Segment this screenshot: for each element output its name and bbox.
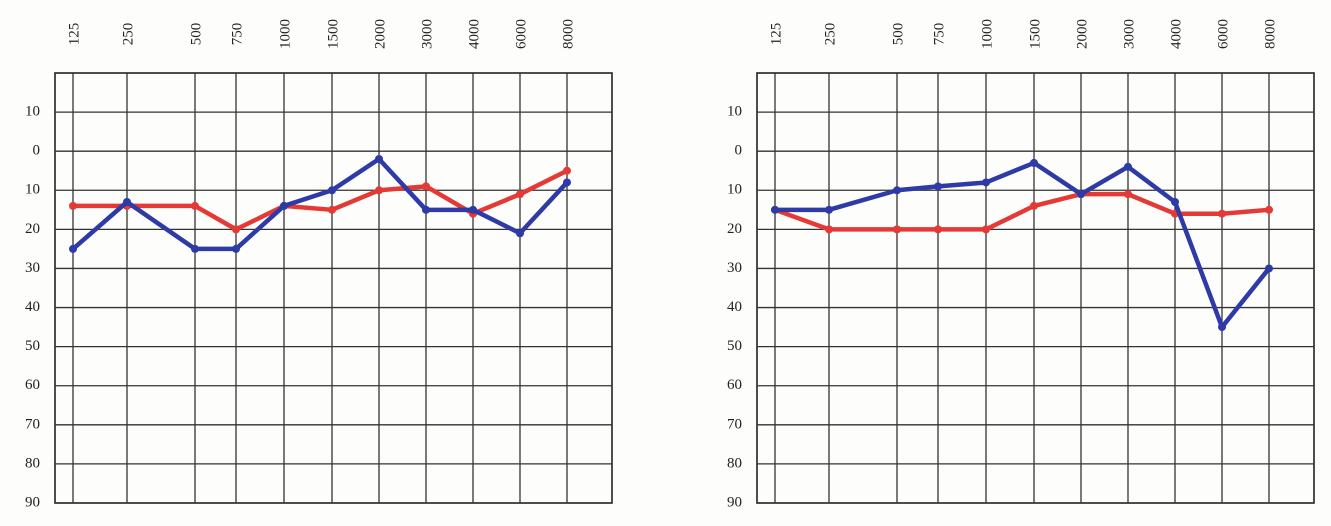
x-tick-label: 250 — [822, 23, 838, 46]
data-point — [825, 205, 833, 214]
x-tick-label: 4000 — [466, 19, 482, 49]
data-point — [191, 201, 199, 210]
y-tick-label: 90 — [727, 494, 742, 510]
y-tick-label: 20 — [727, 221, 742, 237]
y-tick-label: 20 — [25, 221, 40, 237]
x-tick-label: 2000 — [1074, 19, 1090, 49]
data-point — [982, 225, 990, 234]
data-point — [825, 225, 833, 234]
x-tick-label: 4000 — [1168, 19, 1184, 49]
x-tick-label: 1000 — [979, 19, 995, 49]
y-tick-label: 80 — [25, 455, 40, 471]
data-point — [1077, 190, 1085, 199]
data-point — [69, 244, 77, 253]
x-tick-label: 500 — [890, 23, 906, 46]
x-tick-label: 500 — [188, 23, 204, 46]
series-line — [772, 160, 1272, 330]
y-tick-label: 10 — [727, 182, 742, 198]
data-point — [375, 186, 383, 195]
data-point — [1030, 158, 1038, 167]
data-point — [1218, 323, 1226, 332]
x-tick-label: 1500 — [325, 19, 341, 49]
x-tick-label: 3000 — [419, 19, 435, 49]
y-tick-label: 10 — [25, 182, 40, 198]
data-point — [123, 198, 131, 206]
y-tick-label: 50 — [727, 338, 742, 354]
x-tick-label: 6000 — [513, 19, 529, 49]
y-tick-label: 90 — [25, 494, 40, 510]
data-point — [69, 201, 77, 210]
data-point — [375, 155, 383, 163]
data-point — [232, 225, 240, 234]
plot-frame — [756, 72, 1315, 504]
y-tick-label: 70 — [727, 416, 742, 432]
y-tick-label: 0 — [33, 143, 41, 159]
data-point — [422, 205, 430, 214]
x-tick-label: 3000 — [1121, 19, 1137, 49]
data-point — [1124, 190, 1132, 199]
y-tick-label: 80 — [727, 455, 742, 471]
x-tick-label: 1500 — [1027, 19, 1043, 49]
y-tick-label: 40 — [727, 299, 742, 315]
x-tick-label: 6000 — [1215, 19, 1231, 49]
x-tick-label: 750 — [229, 23, 245, 46]
x-tick-label: 750 — [931, 23, 947, 46]
y-tick-label: 60 — [25, 377, 40, 393]
plot-frame — [54, 72, 613, 504]
x-tick-label: 125 — [66, 23, 82, 46]
data-point — [1265, 264, 1273, 273]
data-point — [934, 225, 942, 234]
data-point — [516, 190, 524, 199]
y-tick-label: 30 — [25, 260, 40, 276]
audiogram: 10 0 10 20 30 40 50 60 70 80 90 125 250 500 750 1000 150… — [25, 19, 613, 510]
y-tick-label: 10 — [727, 104, 742, 120]
data-point — [1124, 162, 1132, 171]
y-tick-label: 30 — [727, 260, 742, 276]
series-line — [772, 191, 1272, 232]
data-point — [893, 186, 901, 195]
data-point — [328, 205, 336, 214]
data-point — [516, 229, 524, 238]
x-tick-label: 1000 — [277, 19, 293, 49]
data-point — [771, 205, 779, 214]
data-point — [469, 205, 477, 214]
data-point — [934, 182, 942, 191]
data-point — [191, 244, 199, 253]
data-point — [563, 178, 571, 187]
y-tick-label: 10 — [25, 104, 40, 120]
data-point — [893, 225, 901, 234]
data-point — [232, 244, 240, 253]
y-tick-label: 70 — [25, 416, 40, 432]
y-tick-label: 0 — [735, 143, 743, 159]
data-point — [1171, 198, 1179, 206]
data-point — [982, 178, 990, 187]
x-tick-label: 2000 — [372, 19, 388, 49]
x-tick-label: 8000 — [560, 19, 576, 49]
data-point — [280, 201, 288, 210]
data-point — [422, 182, 430, 191]
y-tick-label: 50 — [25, 338, 40, 354]
data-point — [1265, 205, 1273, 214]
data-point — [1030, 201, 1038, 210]
x-tick-label: 125 — [768, 23, 784, 46]
audiogram: 10 0 10 20 30 40 50 60 70 80 90 125 250 500 750 1000 150… — [727, 19, 1315, 510]
x-tick-label: 250 — [120, 23, 136, 46]
y-tick-label: 60 — [727, 377, 742, 393]
data-point — [563, 166, 571, 175]
x-tick-label: 8000 — [1262, 19, 1278, 49]
data-point — [1218, 209, 1226, 218]
y-tick-label: 40 — [25, 299, 40, 315]
data-point — [328, 186, 336, 195]
